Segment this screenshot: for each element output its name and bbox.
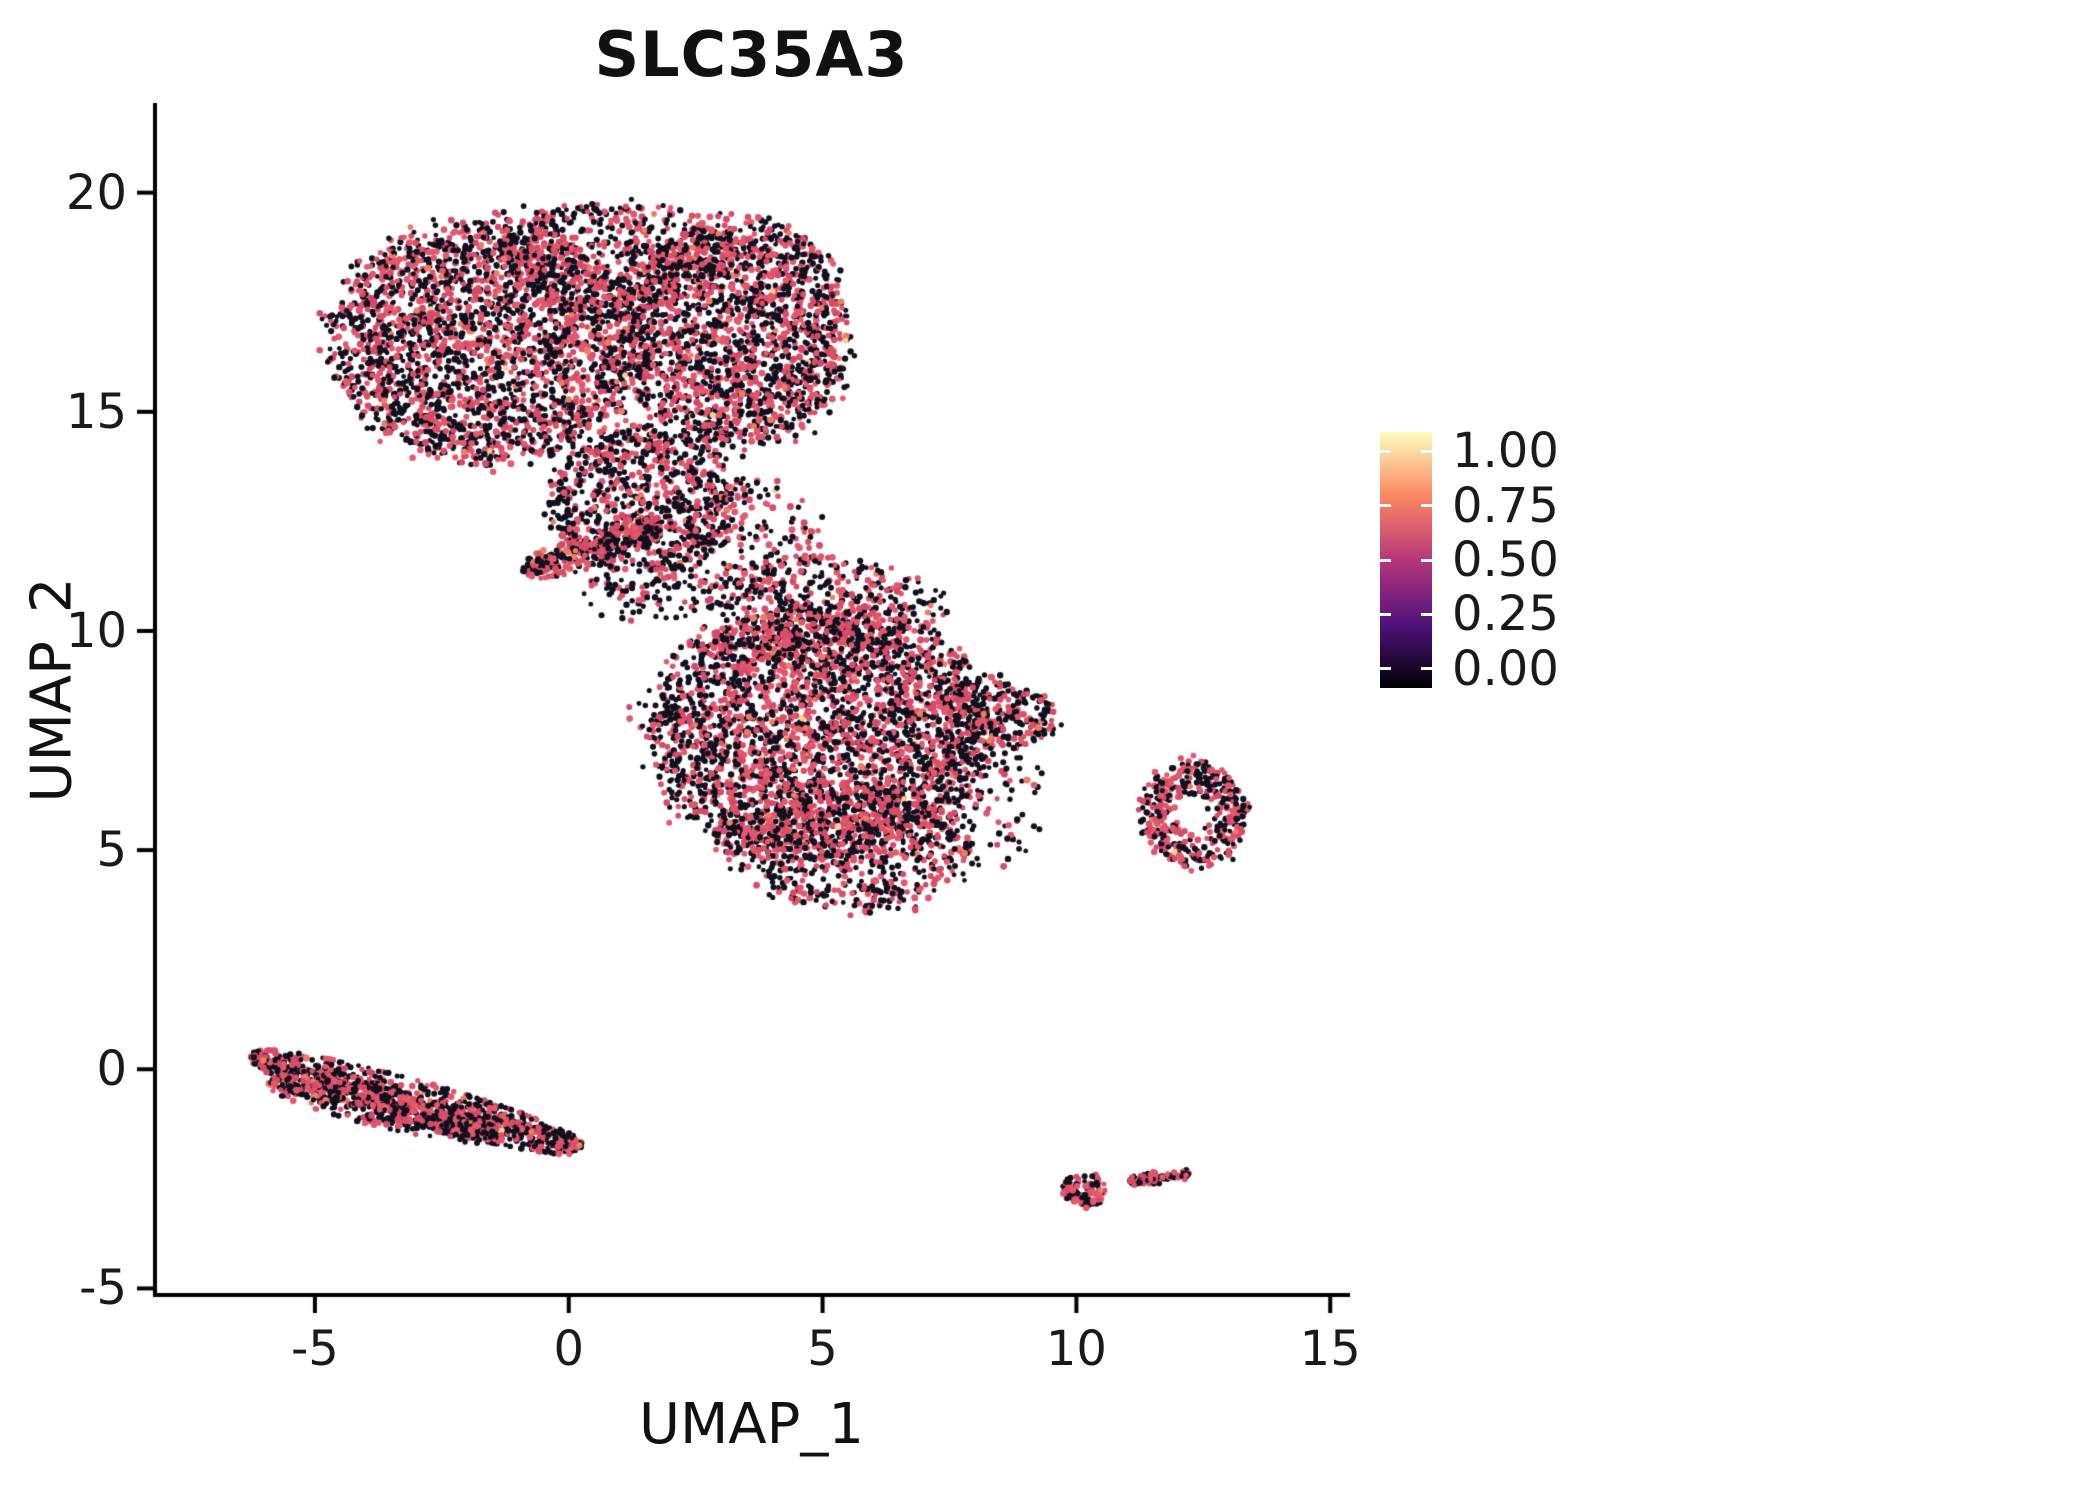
colorbar-tick xyxy=(1380,504,1391,508)
y-tick-label: 5 xyxy=(96,822,127,879)
colorbar-tick xyxy=(1421,612,1432,616)
x-tick-label: 15 xyxy=(1299,1321,1361,1377)
colorbar-tick xyxy=(1380,558,1391,562)
colorbar-label: 0.50 xyxy=(1452,532,1559,588)
colorbar-tick xyxy=(1421,504,1432,508)
y-tick-label: 10 xyxy=(65,602,127,659)
y-tick-label: 0 xyxy=(96,1041,127,1098)
x-tick-label: -5 xyxy=(290,1321,339,1377)
colorbar-gradient xyxy=(1380,432,1432,688)
x-axis-title: UMAP_1 xyxy=(638,1392,864,1457)
colorbar-tick xyxy=(1380,449,1391,453)
colorbar-label: 1.00 xyxy=(1452,423,1559,480)
colorbar-label: 0.00 xyxy=(1452,640,1559,697)
colorbar-tick xyxy=(1380,667,1391,671)
y-tick-label: -5 xyxy=(79,1260,127,1317)
x-tick-label: 0 xyxy=(553,1321,585,1377)
colorbar-tick xyxy=(1380,612,1391,616)
colorbar-label: 0.75 xyxy=(1452,477,1559,534)
colorbar-tick xyxy=(1421,558,1432,562)
y-tick-label: 20 xyxy=(65,164,127,221)
x-tick-label: 5 xyxy=(807,1321,838,1377)
colorbar-tick xyxy=(1421,667,1432,671)
x-tick-label: 10 xyxy=(1045,1321,1107,1377)
y-tick-label: 15 xyxy=(65,383,127,440)
colorbar-label: 0.25 xyxy=(1452,586,1559,643)
chart-title: SLC35A3 xyxy=(594,18,909,91)
colorbar-tick xyxy=(1421,449,1432,453)
colorbar-legend: 1.00 0.75 0.50 0.25 0.00 xyxy=(1380,423,1602,697)
